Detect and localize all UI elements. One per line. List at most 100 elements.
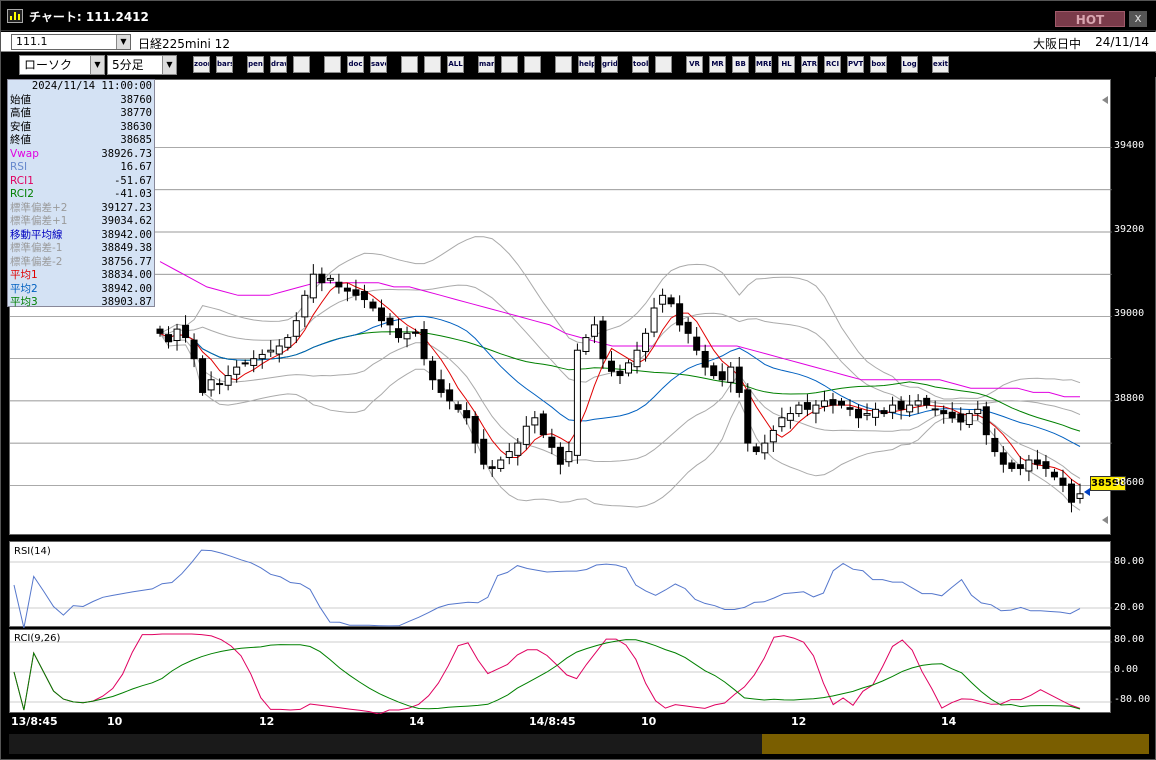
candle-body [360,291,368,301]
candle-body [659,294,667,305]
candle-body [386,317,394,326]
exit-tool-icon[interactable]: exit [932,56,949,73]
candle-body [906,404,914,413]
price-chart[interactable] [9,79,1112,535]
hl-tool-icon[interactable]: HL [778,56,795,73]
chart-tool-icon[interactable] [524,56,541,73]
candle-body [369,301,377,309]
save-tool-icon[interactable]: save [370,56,387,73]
chevron-down-icon[interactable]: ▼ [162,56,176,74]
arrow-tool-icon[interactable] [293,56,310,73]
info-row: 終値 38685 [8,134,154,148]
candle-body [412,331,420,334]
candle-body [480,438,488,465]
hot-button[interactable]: HOT [1055,11,1125,27]
candle-body [258,353,266,360]
candle-body [625,362,633,374]
info-row: 始値 38760 [8,94,154,108]
candle-body [914,400,922,406]
candle-body [250,358,258,366]
info-row-label: 終値 [10,134,31,146]
help-tool-icon[interactable]: help [578,56,595,73]
rsi-panel[interactable]: RSI(14) [9,541,1112,629]
info-row-label: Vwap [10,147,39,160]
bollinger-lower-2 [159,333,1081,511]
rci-panel[interactable]: RCI(9,26) [9,629,1112,715]
time-scrollbar[interactable] [9,734,1149,754]
candle-body [284,337,292,348]
all-tool-icon[interactable]: ALL [447,56,464,73]
candle-body [863,413,871,416]
symbol-select[interactable]: 111.1 ▼ [11,34,131,50]
rsi-svg [10,549,1112,629]
info-row: 標準偏差+1 39034.62 [8,215,154,229]
zoom-tool-icon[interactable]: zoom [193,56,210,73]
grid-tool-icon[interactable]: grid [601,56,618,73]
rsi-tick-label: 80.00 [1114,556,1145,567]
tool-tool-icon[interactable]: tool [632,56,649,73]
candle-body [165,334,173,343]
draw-tool-icon[interactable]: draw [270,56,287,73]
vr-tool-icon[interactable]: VR [686,56,703,73]
info-row-label: 標準偏差+1 [10,215,68,227]
mr-tool-icon[interactable]: MR [709,56,726,73]
mark-tool-icon[interactable]: mark [478,56,495,73]
price-tick-label: 38600 [1114,477,1145,489]
info-row: Vwap 38926.73 [8,148,154,162]
candle-body [292,320,300,337]
pen-tool-icon[interactable]: pen [247,56,264,73]
candle-body [309,273,317,299]
candle-body [216,383,224,386]
rci-tool-icon[interactable]: RCI [824,56,841,73]
palette-tool-icon[interactable] [655,56,672,73]
timeframe-value: 5分足 [112,58,144,72]
candle-body [795,404,803,415]
doc-tool-icon[interactable]: doc [347,56,364,73]
candle-body [352,289,360,296]
candle-body [403,332,411,340]
candle-body [829,399,837,406]
box-tool-icon[interactable]: box [870,56,887,73]
candle-body [267,349,275,353]
pvt-tool-icon[interactable]: PVT [847,56,864,73]
close-icon[interactable]: x [1129,11,1147,27]
mre-tool-icon[interactable]: MRE [755,56,772,73]
toolbar: ローソク ▼ 5分足 ▼ zoom barspendraw docsave ALL mark… [1,53,1156,77]
scissors-tool-icon[interactable] [555,56,572,73]
log-tool-icon[interactable]: Log [901,56,918,73]
scrollbar-thumb[interactable] [762,734,1149,754]
bars-tool-icon[interactable]: bars [216,56,233,73]
candle-b-tool-icon[interactable] [424,56,441,73]
candle-body [1050,471,1058,478]
symbol-bar: 111.1 ▼ 日経225mini 12 大阪日中 24/11/14 [1,32,1156,52]
candle-body [590,324,598,337]
timeframe-select[interactable]: 5分足 ▼ [107,55,177,75]
candle-body [343,287,351,292]
info-row-label: RCI1 [10,174,34,187]
candle-body [982,406,990,436]
price-tick-label: 39000 [1114,308,1145,320]
info-row: 平均2 38942.00 [8,283,154,297]
candle-body [463,410,471,419]
price-chart-svg [10,96,1112,524]
chart-type-select[interactable]: ローソク ▼ [19,55,105,75]
candle-body [897,400,905,410]
candle-body [224,375,232,386]
atr-tool-icon[interactable]: ATR [801,56,818,73]
chevron-down-icon[interactable]: ▼ [116,35,130,49]
candle-body [548,436,556,448]
candle-body [437,379,445,393]
candle-body [923,397,931,406]
refresh-tool-icon[interactable] [324,56,341,73]
candle-body [539,413,547,436]
candle-body [803,402,811,410]
rci-label: RCI(9,26) [14,633,61,644]
search-tool-icon[interactable] [501,56,518,73]
chevron-down-icon[interactable]: ▼ [90,56,104,74]
ma2-line [159,315,1081,447]
info-row-value: 39127.23 [101,201,152,214]
candle-body [931,408,939,411]
bb-tool-icon[interactable]: BB [732,56,749,73]
rsi-tick-label: 20.00 [1114,602,1145,613]
candle-a-tool-icon[interactable] [401,56,418,73]
